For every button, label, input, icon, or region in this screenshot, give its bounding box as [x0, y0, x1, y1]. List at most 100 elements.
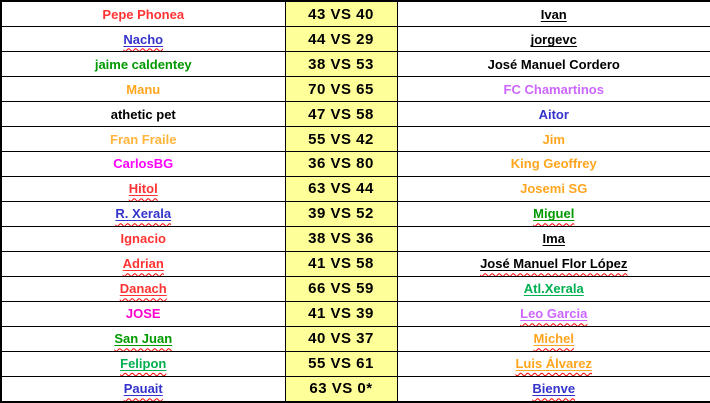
player-name-text: Jim [542, 131, 565, 147]
away-player-cell[interactable]: Ima [396, 225, 710, 252]
player-name-text: Aitor [538, 106, 569, 122]
home-player-cell[interactable]: R. Xerala [0, 200, 286, 227]
home-player-cell[interactable]: CarlosBG [0, 151, 286, 177]
away-player-cell[interactable]: FC Chamartinos [396, 76, 710, 103]
score-cell[interactable]: 44 VS 29 [284, 26, 398, 53]
score-cell[interactable]: 40 VS 37 [284, 325, 398, 352]
away-player-cell[interactable]: José Manuel Cordero [396, 51, 710, 78]
player-name: Miguel [533, 206, 574, 221]
player-name: Michel [534, 331, 574, 346]
player-name-text: Manu [126, 81, 161, 97]
table-row: Felipon 55 VS 61 Luis Álvarez [0, 350, 710, 377]
score-cell[interactable]: 36 VS 80 [284, 151, 398, 177]
player-name-text: Danach [119, 281, 167, 297]
score-text: 44 VS 29 [308, 30, 374, 48]
player-name: Felipon [120, 356, 166, 371]
score-cell[interactable]: 38 VS 53 [284, 51, 398, 78]
player-name-text: Luis Álvarez [515, 356, 593, 372]
player-name-text: jaime caldentey [94, 56, 192, 72]
away-player-cell[interactable]: Michel [396, 325, 710, 352]
player-name: CarlosBG [113, 156, 173, 171]
player-name: Fran Fraile [110, 132, 176, 147]
player-name: Pauait [124, 381, 163, 396]
player-name-text: Miguel [533, 206, 575, 222]
player-name: San Juan [114, 331, 172, 346]
score-cell[interactable]: 43 VS 40 [284, 0, 398, 28]
player-name: Atl.Xerala [524, 281, 584, 296]
home-player-cell[interactable]: Pauait [0, 375, 286, 403]
player-name: José Manuel Cordero [488, 57, 620, 72]
home-player-cell[interactable]: Fran Fraile [0, 126, 286, 152]
home-player-cell[interactable]: Nacho [0, 26, 286, 53]
away-player-cell[interactable]: Bienve [396, 375, 710, 403]
player-name-text: Ima [542, 231, 565, 247]
player-name-text: Atl.Xerala [523, 281, 584, 297]
player-name-text: FC Chamartinos [503, 81, 604, 97]
score-cell[interactable]: 41 VS 39 [284, 300, 398, 327]
player-name-text: Ignacio [120, 231, 166, 247]
player-name-text: jorgevc [530, 31, 577, 47]
score-cell[interactable]: 63 VS 0* [284, 375, 398, 403]
player-name: Ignacio [120, 231, 166, 246]
away-player-cell[interactable]: Atl.Xerala [396, 275, 710, 302]
score-text: 70 VS 65 [308, 80, 374, 98]
home-player-cell[interactable]: Adrian [0, 250, 286, 277]
home-player-cell[interactable]: athetic pet [0, 101, 286, 128]
player-name-text: Hitol [128, 181, 158, 197]
player-name-text: Adrian [122, 256, 164, 272]
table-row: jaime caldentey 38 VS 53 José Manuel Corde… [0, 51, 710, 78]
home-player-cell[interactable]: Hitol [0, 175, 286, 202]
home-player-cell[interactable]: Danach [0, 275, 286, 302]
table-row: Nacho 44 VS 29 jorgevc [0, 26, 710, 53]
score-text: 63 VS 44 [308, 180, 374, 198]
away-player-cell[interactable]: King Geoffrey [396, 151, 710, 177]
score-cell[interactable]: 70 VS 65 [284, 76, 398, 103]
away-player-cell[interactable]: Luis Álvarez [396, 350, 710, 377]
away-player-cell[interactable]: Josemi SG [396, 175, 710, 202]
home-player-cell[interactable]: jaime caldentey [0, 51, 286, 78]
away-player-cell[interactable]: José Manuel Flor López [396, 250, 710, 277]
away-player-cell[interactable]: jorgevc [396, 26, 710, 53]
table-row: San Juan 40 VS 37 Michel [0, 325, 710, 352]
player-name: Hitol [129, 181, 158, 196]
player-name-text: Ivan [540, 6, 567, 22]
score-cell[interactable]: 55 VS 42 [284, 126, 398, 152]
table-row: JOSE 41 VS 39 Leo Garcia [0, 300, 710, 327]
player-name: Adrian [123, 256, 164, 271]
table-row: Hitol 63 VS 44 Josemi SG [0, 175, 710, 202]
player-name-text: R. Xerala [115, 206, 172, 222]
home-player-cell[interactable]: Ignacio [0, 225, 286, 252]
score-cell[interactable]: 38 VS 36 [284, 225, 398, 252]
player-name: athetic pet [111, 107, 176, 122]
player-name: Luis Álvarez [515, 356, 592, 371]
away-player-cell[interactable]: Miguel [396, 200, 710, 227]
player-name: jorgevc [531, 32, 577, 47]
player-name: FC Chamartinos [504, 82, 604, 97]
home-player-cell[interactable]: Pepe Phonea [0, 0, 286, 28]
home-player-cell[interactable]: Manu [0, 76, 286, 103]
home-player-cell[interactable]: JOSE [0, 300, 286, 327]
score-text: 38 VS 36 [308, 230, 374, 248]
away-player-cell[interactable]: Jim [396, 126, 710, 152]
away-player-cell[interactable]: Aitor [396, 101, 710, 128]
home-player-cell[interactable]: Felipon [0, 350, 286, 377]
table-row: Danach 66 VS 59 Atl.Xerala [0, 275, 710, 302]
player-name: King Geoffrey [511, 156, 597, 171]
score-cell[interactable]: 39 VS 52 [284, 200, 398, 227]
home-player-cell[interactable]: San Juan [0, 325, 286, 352]
score-text: 63 VS 0* [309, 380, 373, 398]
away-player-cell[interactable]: Ivan [396, 0, 710, 28]
score-text: 47 VS 58 [308, 105, 374, 123]
score-cell[interactable]: 63 VS 44 [284, 175, 398, 202]
score-cell[interactable]: 66 VS 59 [284, 275, 398, 302]
score-cell[interactable]: 55 VS 61 [284, 350, 398, 377]
score-cell[interactable]: 47 VS 58 [284, 101, 398, 128]
player-name: Pepe Phonea [102, 7, 184, 22]
player-name-text: San Juan [114, 331, 173, 347]
player-name: Manu [126, 82, 160, 97]
score-cell[interactable]: 41 VS 58 [284, 250, 398, 277]
away-player-cell[interactable]: Leo Garcia [396, 300, 710, 327]
score-text: 55 VS 42 [308, 130, 374, 148]
